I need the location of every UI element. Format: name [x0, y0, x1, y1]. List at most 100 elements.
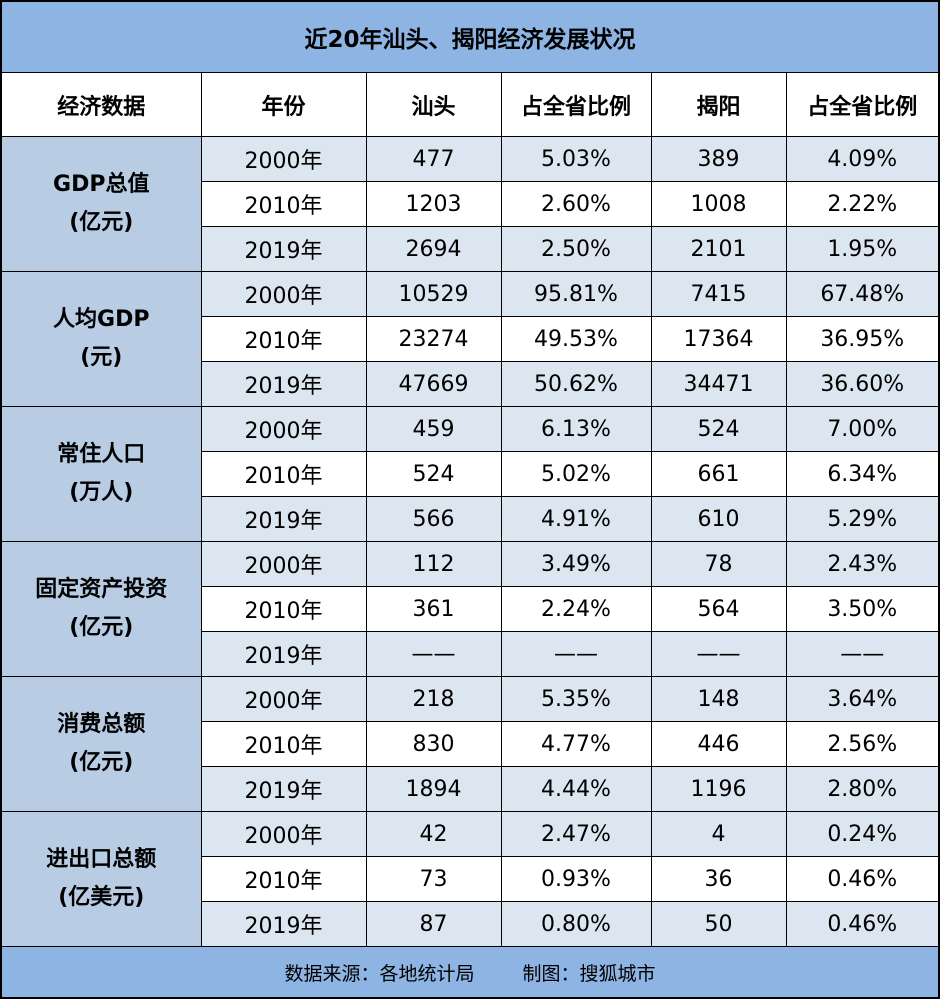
header-jieyang: 揭阳	[650, 72, 787, 137]
jieyang-value-cell: 17364	[650, 316, 787, 362]
year-cell: 2000年	[200, 541, 367, 587]
table-row: 2019年 2694 2.50% 2101 1.95%	[1, 226, 940, 272]
category-label: 固定资产投资 (亿元)	[0, 541, 202, 677]
year-cell: 2010年	[200, 586, 367, 632]
category-unit: (亿元)	[69, 210, 134, 235]
shantou-value-cell: 2694	[365, 226, 502, 272]
jieyang-share-cell: 0.46%	[785, 856, 940, 902]
shantou-share-cell: 3.49%	[500, 541, 652, 587]
shantou-share-cell: 5.02%	[500, 451, 652, 497]
shantou-share-cell: 4.77%	[500, 721, 652, 767]
jieyang-value-cell: 524	[650, 406, 787, 452]
table-row: 2019年 47669 50.62% 34471 36.60%	[1, 361, 940, 407]
jieyang-value-cell: 7415	[650, 271, 787, 317]
category-name: 消费总额	[57, 712, 146, 737]
jieyang-value-cell: 661	[650, 451, 787, 497]
category-label: GDP总值 (亿元)	[0, 136, 202, 272]
jieyang-share-cell: 5.29%	[785, 496, 940, 542]
year-cell: 2019年	[200, 766, 367, 812]
jieyang-share-cell: ——	[785, 631, 940, 677]
header-row: 经济数据 年份 汕头 占全省比例 揭阳 占全省比例	[0, 72, 940, 137]
jieyang-share-cell: 6.34%	[785, 451, 940, 497]
shantou-value-cell: 23274	[365, 316, 502, 362]
shantou-share-cell: 4.91%	[500, 496, 652, 542]
shantou-value-cell: 361	[365, 586, 502, 632]
table-row: 固定资产投资 (亿元) 2000年 112 3.49% 78 2.43%	[0, 541, 940, 677]
table-row: 人均GDP (元) 2000年 10529 95.81% 7415 67.48%	[0, 271, 940, 407]
shantou-share-cell: 2.24%	[500, 586, 652, 632]
year-cell: 2010年	[200, 316, 367, 362]
category-unit: (亿元)	[69, 750, 134, 775]
jieyang-value-cell: 446	[650, 721, 787, 767]
table-title: 近20年汕头、揭阳经济发展状况	[0, 0, 940, 73]
table-row: GDP总值 (亿元) 2000年 477 5.03% 389 4.09%	[0, 136, 940, 272]
year-cell: 2010年	[200, 721, 367, 767]
table-row: 2019年 87 0.80% 50 0.46%	[1, 901, 940, 947]
shantou-share-cell: 50.62%	[500, 361, 652, 407]
year-cell: 2010年	[200, 856, 367, 902]
table-row: 2019年 1894 4.44% 1196 2.80%	[1, 766, 940, 812]
table-row: 2010年 73 0.93% 36 0.46%	[1, 856, 940, 902]
table-row: 进出口总额 (亿美元) 2000年 42 2.47% 4 0.24%	[0, 811, 940, 947]
category-unit: (元)	[80, 345, 123, 370]
shantou-value-cell: 10529	[365, 271, 502, 317]
jieyang-share-cell: 2.56%	[785, 721, 940, 767]
category-unit: (亿元)	[69, 615, 134, 640]
jieyang-share-cell: 0.24%	[785, 811, 940, 857]
table-row: 2010年 830 4.77% 446 2.56%	[1, 721, 940, 767]
shantou-value-cell: 524	[365, 451, 502, 497]
category-name: 进出口总额	[46, 847, 157, 872]
year-cell: 2000年	[200, 676, 367, 722]
jieyang-share-cell: 2.22%	[785, 181, 940, 227]
shantou-value-cell: ——	[365, 631, 502, 677]
jieyang-share-cell: 1.95%	[785, 226, 940, 272]
category-label: 进出口总额 (亿美元)	[0, 811, 202, 947]
shantou-value-cell: 459	[365, 406, 502, 452]
year-cell: 2010年	[200, 451, 367, 497]
jieyang-share-cell: 7.00%	[785, 406, 940, 452]
shantou-value-cell: 566	[365, 496, 502, 542]
jieyang-share-cell: 67.48%	[785, 271, 940, 317]
category-label: 常住人口 (万人)	[0, 406, 202, 542]
jieyang-share-cell: 2.80%	[785, 766, 940, 812]
year-cell: 2019年	[200, 361, 367, 407]
jieyang-value-cell: 4	[650, 811, 787, 857]
table-row: 2010年 524 5.02% 661 6.34%	[1, 451, 940, 497]
shantou-share-cell: ——	[500, 631, 652, 677]
category-name: 固定资产投资	[35, 577, 168, 602]
jieyang-share-cell: 0.46%	[785, 901, 940, 947]
shantou-share-cell: 2.50%	[500, 226, 652, 272]
table-row: 常住人口 (万人) 2000年 459 6.13% 524 7.00%	[0, 406, 940, 542]
jieyang-share-cell: 36.60%	[785, 361, 940, 407]
jieyang-value-cell: 1196	[650, 766, 787, 812]
jieyang-share-cell: 4.09%	[785, 136, 940, 182]
jieyang-share-cell: 3.50%	[785, 586, 940, 632]
category-label: 人均GDP (元)	[0, 271, 202, 407]
jieyang-value-cell: 389	[650, 136, 787, 182]
table-row: 2010年 1203 2.60% 1008 2.22%	[1, 181, 940, 227]
shantou-value-cell: 73	[365, 856, 502, 902]
header-economic-data: 经济数据	[0, 72, 202, 137]
year-cell: 2000年	[200, 811, 367, 857]
year-cell: 2000年	[200, 271, 367, 317]
shantou-share-cell: 95.81%	[500, 271, 652, 317]
header-year: 年份	[200, 72, 367, 137]
category-name: 人均GDP	[53, 307, 150, 332]
jieyang-value-cell: 78	[650, 541, 787, 587]
shantou-value-cell: 1203	[365, 181, 502, 227]
category-unit: (亿美元)	[58, 885, 145, 910]
data-source-text: 数据来源：各地统计局	[284, 962, 475, 985]
table-row: 消费总额 (亿元) 2000年 218 5.35% 148 3.64%	[0, 676, 940, 812]
category-unit: (万人)	[69, 480, 134, 505]
shantou-share-cell: 0.80%	[500, 901, 652, 947]
shantou-share-cell: 5.35%	[500, 676, 652, 722]
table-row: 2019年 566 4.91% 610 5.29%	[1, 496, 940, 542]
category-name: 常住人口	[57, 442, 146, 467]
year-cell: 2019年	[200, 496, 367, 542]
shantou-value-cell: 47669	[365, 361, 502, 407]
chart-credit-text: 制图：搜狐城市	[522, 962, 656, 985]
year-cell: 2000年	[200, 406, 367, 452]
jieyang-value-cell: 36	[650, 856, 787, 902]
jieyang-value-cell: 610	[650, 496, 787, 542]
